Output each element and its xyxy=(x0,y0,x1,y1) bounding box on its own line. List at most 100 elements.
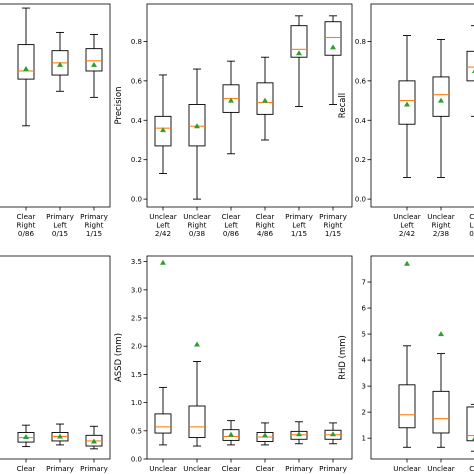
iqr-box xyxy=(222,429,240,441)
x-category-label: Right xyxy=(432,473,451,474)
x-category-label: Primary xyxy=(80,212,109,221)
x-category-label: Lef xyxy=(470,473,474,474)
y-tick-label: 0.4 xyxy=(131,117,143,125)
x-category-label: Primary xyxy=(80,464,109,473)
x-category-label: 0/38 xyxy=(189,229,206,238)
x-category-label: Right xyxy=(85,473,104,474)
y-axis-label: ASSD (mm) xyxy=(114,333,124,382)
mean-marker xyxy=(262,432,268,438)
panel-precision: 0.00.20.40.60.8PrecisionUnclearLeft2/42U… xyxy=(114,3,353,238)
y-tick-label: 0.2 xyxy=(355,156,366,164)
iqr-box xyxy=(432,390,450,434)
plot-frame xyxy=(370,255,474,460)
mean-marker xyxy=(330,44,336,50)
x-category-label: Left xyxy=(400,221,414,230)
y-tick-label: 3.0 xyxy=(131,286,142,294)
x-category-label: Primary xyxy=(46,464,75,473)
box-plot-item xyxy=(256,56,274,141)
x-category-label: 1/15 xyxy=(86,229,102,238)
iqr-box xyxy=(290,25,308,58)
iqr-box xyxy=(256,82,274,115)
box-plot-item xyxy=(290,15,308,107)
iqr-box xyxy=(398,384,416,429)
mean-marker xyxy=(404,101,410,107)
plot-frame xyxy=(0,255,111,460)
mean-marker xyxy=(23,434,29,440)
x-category-label: Right xyxy=(188,473,207,474)
y-tick-label: 0.8 xyxy=(355,38,366,46)
y-tick-label: 7 xyxy=(362,279,366,287)
x-category-label: Primary xyxy=(285,464,314,473)
x-category-label: Right xyxy=(85,221,104,230)
y-tick-label: 4 xyxy=(362,357,367,365)
y-tick-label: 0.0 xyxy=(355,196,366,204)
x-category-label: Primary xyxy=(319,464,348,473)
x-category-label: Cle xyxy=(469,464,474,473)
x-category-label: 0/15 xyxy=(52,229,68,238)
iqr-box xyxy=(154,413,172,434)
mean-marker xyxy=(194,341,200,347)
mean-marker xyxy=(160,259,166,265)
x-category-label: 1/15 xyxy=(325,229,341,238)
iqr-box xyxy=(466,50,474,82)
box-plot-item xyxy=(188,68,206,200)
x-category-label: 0/86 xyxy=(18,229,35,238)
x-category-label: Unclear xyxy=(183,212,211,221)
x-category-label: Right xyxy=(432,221,451,230)
mean-marker xyxy=(438,97,444,103)
x-category-label: Left xyxy=(224,473,238,474)
box-plot-item xyxy=(324,15,342,105)
box-plot-item xyxy=(324,422,342,445)
iqr-box xyxy=(154,115,172,147)
x-category-label: Right xyxy=(17,221,36,230)
x-category-label: 2/38 xyxy=(433,229,450,238)
mean-marker xyxy=(404,260,410,266)
mean-marker xyxy=(330,431,336,437)
y-tick-label: 0.6 xyxy=(131,77,143,85)
box-plot-item xyxy=(51,423,69,446)
box-plot-item xyxy=(432,39,450,178)
y-tick-label: 0.8 xyxy=(131,38,142,46)
y-tick-label: 2.5 xyxy=(131,315,142,323)
panel-assd: 0.0 0.5 1.0 1.5 2.0 2.5 3.0 3.5 ASSD (mm) Unclear… xyxy=(114,255,353,474)
y-tick-label: 0.0 xyxy=(131,196,142,204)
y-axis-label: RHD (mm) xyxy=(338,335,348,380)
y-tick-label: 0.5 xyxy=(131,427,142,435)
box-plot-item xyxy=(51,31,69,92)
y-tick-label: 0.4 xyxy=(355,117,367,125)
iqr-box xyxy=(324,21,342,56)
y-tick-label: 0.0 xyxy=(131,456,142,464)
x-category-label: 2/42 xyxy=(155,229,171,238)
y-tick-label: 1.0 xyxy=(131,399,142,407)
panel-bottom-left: ClearRight1/86PrimaryLeft0/15PrimaryRigh… xyxy=(0,255,111,474)
box-plot-item xyxy=(222,60,240,155)
box-plot-item xyxy=(222,420,240,446)
box-plot-item xyxy=(17,424,35,448)
box-plot-item xyxy=(398,260,416,448)
y-tick-label: 3.5 xyxy=(131,258,142,266)
mean-marker xyxy=(194,123,200,129)
iqr-box xyxy=(398,80,416,125)
box-plot-item xyxy=(188,341,206,447)
mean-marker xyxy=(228,97,234,103)
box-plot-item xyxy=(432,331,450,448)
iqr-box xyxy=(466,406,474,442)
plot-frame xyxy=(0,3,111,208)
box-plot-item xyxy=(466,403,474,452)
iqr-box xyxy=(432,76,450,117)
x-category-label: Unclear xyxy=(427,212,455,221)
plot-frame xyxy=(146,3,353,208)
box-plot-item xyxy=(466,25,474,117)
x-category-label: Left xyxy=(292,473,306,474)
box-plot-item xyxy=(17,7,35,127)
box-plot-item xyxy=(85,34,103,98)
x-category-label: Primary xyxy=(46,212,75,221)
x-category-label: Left xyxy=(156,221,170,230)
x-category-label: Right xyxy=(17,473,36,474)
y-tick-label: 1.5 xyxy=(131,371,142,379)
x-category-label: 1/15 xyxy=(291,229,307,238)
y-tick-label: 5 xyxy=(362,331,366,339)
x-category-label: 0/86 xyxy=(223,229,240,238)
plot-frame xyxy=(370,3,474,208)
